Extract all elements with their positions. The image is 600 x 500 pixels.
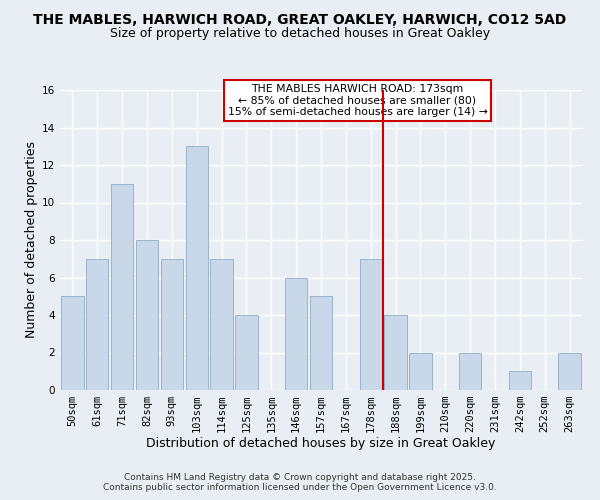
Bar: [459, 352, 481, 390]
Bar: [211, 259, 233, 390]
Text: Size of property relative to detached houses in Great Oakley: Size of property relative to detached ho…: [110, 28, 490, 40]
Text: THE MABLES HARWICH ROAD: 173sqm
← 85% of detached houses are smaller (80)
15% of: THE MABLES HARWICH ROAD: 173sqm ← 85% of…: [227, 84, 487, 117]
Text: Contains HM Land Registry data © Crown copyright and database right 2025.: Contains HM Land Registry data © Crown c…: [124, 472, 476, 482]
Bar: [136, 240, 158, 390]
Text: Contains public sector information licensed under the Open Government Licence v3: Contains public sector information licen…: [103, 482, 497, 492]
Bar: [111, 184, 133, 390]
Bar: [86, 259, 109, 390]
Text: THE MABLES, HARWICH ROAD, GREAT OAKLEY, HARWICH, CO12 5AD: THE MABLES, HARWICH ROAD, GREAT OAKLEY, …: [34, 12, 566, 26]
Bar: [509, 371, 531, 390]
Bar: [185, 146, 208, 390]
Bar: [310, 296, 332, 390]
Y-axis label: Number of detached properties: Number of detached properties: [25, 142, 38, 338]
Bar: [409, 352, 431, 390]
Bar: [161, 259, 183, 390]
Bar: [235, 315, 257, 390]
Bar: [285, 278, 307, 390]
X-axis label: Distribution of detached houses by size in Great Oakley: Distribution of detached houses by size …: [146, 436, 496, 450]
Bar: [61, 296, 83, 390]
Bar: [385, 315, 407, 390]
Bar: [359, 259, 382, 390]
Bar: [559, 352, 581, 390]
